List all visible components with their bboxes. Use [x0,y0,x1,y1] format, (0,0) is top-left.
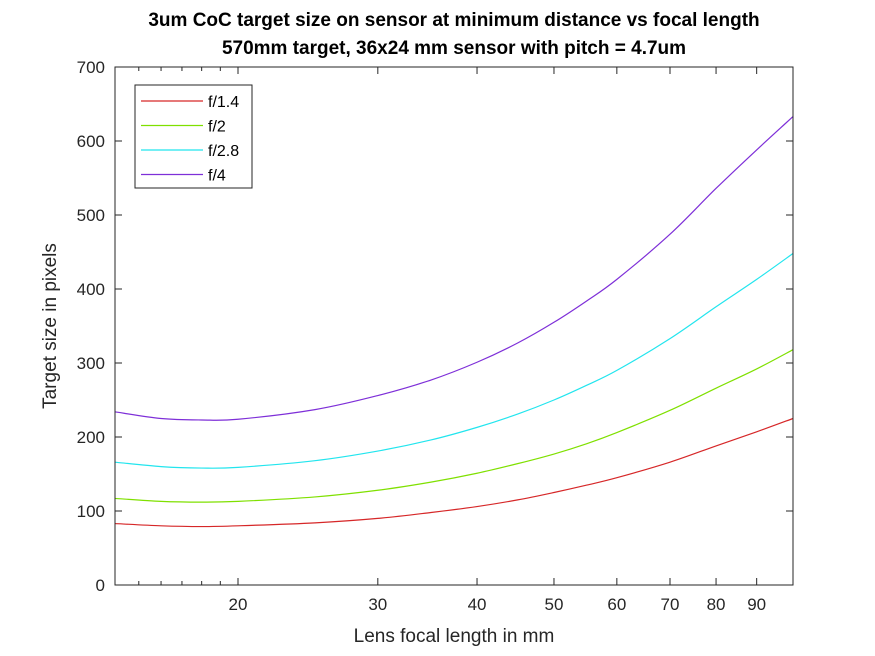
x-tick-label-3: 50 [545,595,564,614]
x-tick-label-0: 20 [229,595,248,614]
y-tick-label-5: 500 [77,206,105,225]
x-tick-label-4: 60 [607,595,626,614]
ticks-layer: 0 100 200 300 400 500 600 700 20 30 40 50 60 70 80 90 [77,58,794,614]
chart-subtitle: 570mm target, 36x24 mm sensor with pitch… [222,38,686,59]
y-axis-label: Target size in pixels [40,243,61,409]
plot-frame [114,66,794,586]
y-tick-label-4: 400 [77,280,105,299]
legend-label-2: f/2.8 [208,143,239,160]
x-tick-label-5: 70 [661,595,680,614]
y-tick-label-3: 300 [77,354,105,373]
y-tick-label-0: 0 [96,576,105,595]
legend-label-3: f/4 [208,168,226,185]
legend-label-0: f/1.4 [208,94,239,111]
series-line-2 [114,252,794,469]
legend-label-1: f/2 [208,119,226,136]
series-line-1 [114,349,794,503]
x-tick-label-6: 80 [707,595,726,614]
y-tick-label-1: 100 [77,502,105,521]
y-tick-label-7: 700 [77,58,105,77]
y-tick-label-6: 600 [77,132,105,151]
x-axis-label: Lens focal length in mm [354,626,555,647]
legend: f/1.4 f/2 f/2.8 f/4 [134,84,253,189]
y-tick-label-2: 200 [77,428,105,447]
chart-title: 3um CoC target size on sensor at minimum… [148,10,759,31]
series-line-0 [114,417,794,528]
series-layer [114,116,794,528]
x-tick-label-2: 40 [468,595,487,614]
series-line-3 [114,116,794,421]
legend-box [134,84,253,189]
x-tick-label-1: 30 [368,595,387,614]
x-tick-label-7: 90 [747,595,766,614]
